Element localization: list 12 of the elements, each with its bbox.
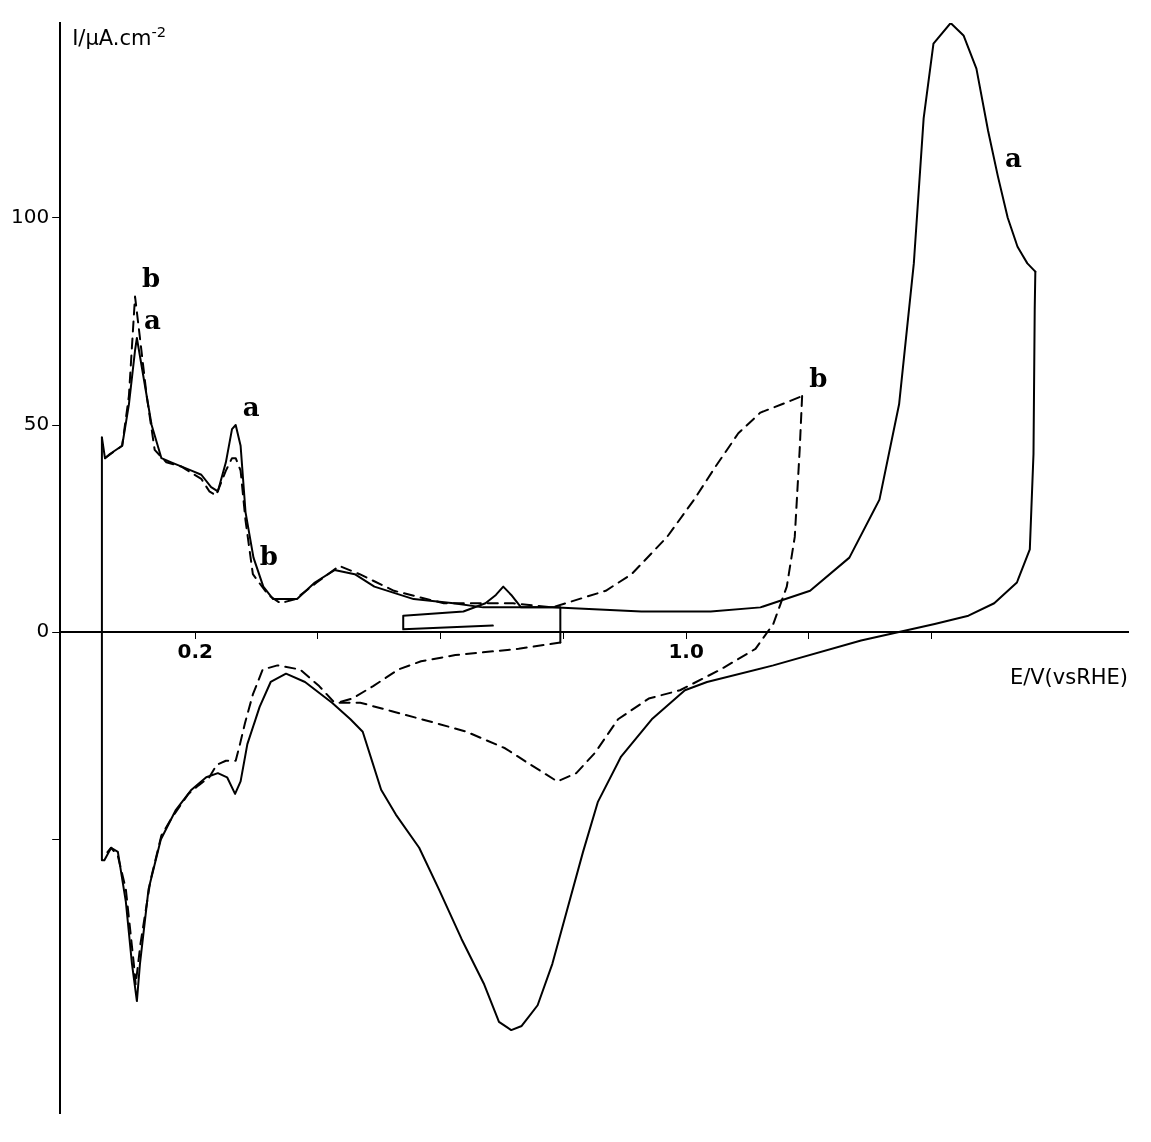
annotation: b	[809, 362, 828, 393]
y-tick-label: 50	[23, 411, 50, 436]
annotation: b	[142, 263, 161, 294]
x-tick-label: 0.2	[177, 639, 213, 664]
x-axis-title: E/V(vsRHE)	[1009, 665, 1129, 690]
annotation: a	[1004, 143, 1022, 174]
annotation: a	[242, 391, 260, 422]
annotation: a	[143, 304, 161, 335]
x-tick-label: 1.0	[668, 639, 704, 664]
y-tick-label: 100	[10, 203, 50, 228]
annotation: b	[259, 540, 279, 571]
y-tick-label: 0	[36, 618, 50, 643]
